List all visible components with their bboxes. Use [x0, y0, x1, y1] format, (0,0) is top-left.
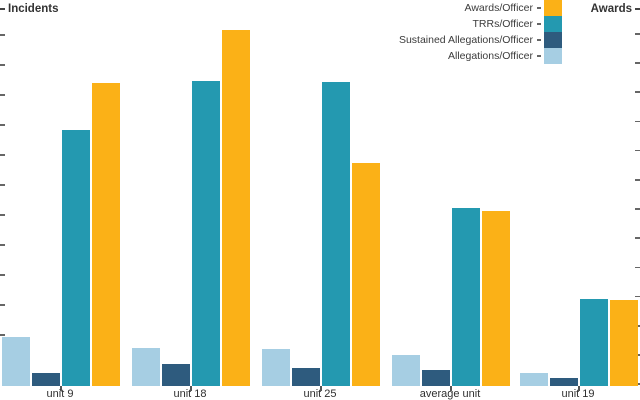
legend-swatch-awards — [544, 0, 562, 16]
right-axis-top-tick — [635, 7, 640, 10]
bar-allegations-unit-19 — [520, 373, 548, 386]
legend-swatch-allegations — [544, 48, 562, 64]
legend-item-awards[interactable]: Awards/Officer — [399, 0, 562, 16]
left-axis-tick — [0, 304, 5, 306]
legend-label: Awards/Officer — [464, 2, 533, 14]
left-axis-top-tick — [0, 7, 5, 10]
x-axis-tick — [578, 386, 580, 391]
bar-sustained-unit-25 — [292, 368, 320, 386]
x-axis-tick — [190, 386, 192, 391]
bar-sustained-unit-9 — [32, 373, 60, 386]
bar-allegations-average-unit — [392, 355, 420, 386]
bar-allegations-unit-25 — [262, 349, 290, 386]
left-axis-tick — [0, 94, 5, 96]
right-axis-tick — [635, 33, 640, 35]
left-axis-title-label: Incidents — [8, 2, 59, 15]
left-axis-tick — [0, 214, 5, 216]
bar-allegations-unit-9 — [2, 337, 30, 386]
left-axis-title: Incidents — [0, 2, 58, 15]
left-axis-tick — [0, 34, 5, 36]
bar-trrs-unit-25 — [322, 82, 350, 386]
right-axis-tick — [635, 237, 640, 239]
legend: Awards/Officer TRRs/Officer Sustained Al… — [399, 0, 562, 64]
left-axis-tick — [0, 334, 5, 336]
left-axis-tick — [0, 244, 5, 246]
legend-item-sustained-allegations[interactable]: Sustained Allegations/Officer — [399, 32, 562, 48]
right-axis-title-label: Awards — [590, 2, 632, 15]
right-axis-tick — [635, 295, 640, 298]
legend-label: Allegations/Officer — [447, 50, 533, 62]
left-axis-tick — [0, 124, 5, 126]
bar-trrs-unit-19 — [580, 299, 608, 386]
bar-awards-unit-19 — [610, 300, 638, 386]
bar-trrs-unit-9 — [62, 130, 90, 386]
x-axis-label: unit 9 — [46, 388, 74, 400]
legend-label: TRRs/Officer — [472, 18, 533, 30]
bar-trrs-average-unit — [452, 208, 480, 386]
bar-awards-unit-18 — [222, 30, 250, 386]
bar-awards-average-unit — [482, 211, 510, 386]
legend-label: Sustained Allegations/Officer — [398, 34, 533, 46]
left-axis-tick — [0, 184, 5, 186]
legend-swatch-trrs — [544, 16, 562, 32]
bar-trrs-unit-18 — [192, 81, 220, 386]
bar-awards-unit-25 — [352, 163, 380, 386]
x-axis-label: average unit — [419, 388, 481, 400]
legend-tick — [537, 7, 541, 9]
legend-item-trrs[interactable]: TRRs/Officer — [399, 16, 562, 32]
x-axis-label: unit 25 — [303, 388, 337, 400]
legend-tick — [537, 23, 541, 25]
legend-swatch-sustained-allegations — [544, 32, 562, 48]
right-axis-tick — [635, 208, 640, 210]
right-axis-tick — [635, 62, 640, 64]
x-axis-label: unit 19 — [561, 388, 595, 400]
right-axis-tick — [635, 179, 640, 181]
legend-item-allegations[interactable]: Allegations/Officer — [399, 48, 562, 64]
right-axis-title: Awards — [591, 2, 640, 15]
bar-awards-unit-9 — [92, 83, 120, 386]
bar-allegations-unit-18 — [132, 348, 160, 386]
legend-tick — [537, 39, 541, 41]
right-axis-tick — [635, 266, 640, 269]
x-axis-label: unit 18 — [173, 388, 207, 400]
left-axis-tick — [0, 274, 5, 276]
right-axis-tick — [635, 149, 640, 152]
right-axis-tick — [635, 120, 640, 123]
left-axis-tick — [0, 64, 5, 66]
bar-sustained-unit-19 — [550, 378, 578, 386]
legend-tick — [537, 55, 541, 57]
right-axis-tick — [635, 91, 640, 93]
x-axis-tick — [450, 386, 452, 391]
bar-sustained-average-unit — [422, 370, 450, 386]
left-axis-tick — [0, 154, 5, 156]
x-axis-tick — [320, 386, 322, 391]
x-axis-tick — [60, 386, 62, 391]
bar-sustained-unit-18 — [162, 364, 190, 386]
